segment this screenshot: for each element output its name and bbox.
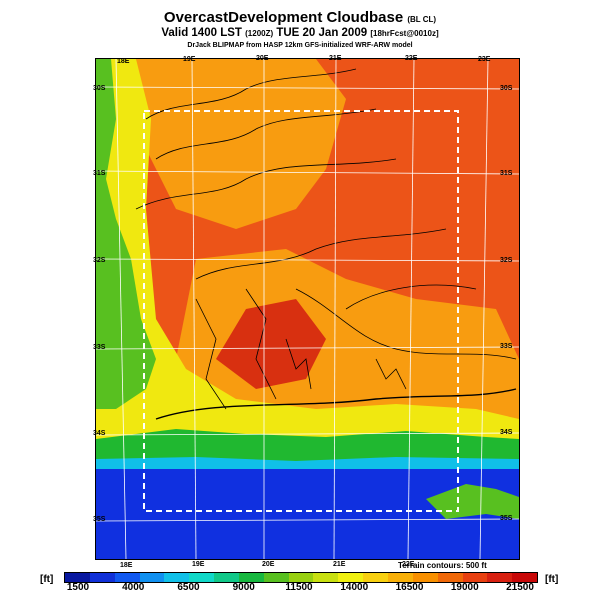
colorbar-label: 21500 (506, 582, 534, 593)
lat-left-label: 32S (93, 257, 106, 264)
meridian-line (191, 59, 197, 559)
terrain-note: Terrain contours: 500 ft (398, 561, 487, 570)
terrain-contours (135, 68, 517, 420)
lat-left-label: 31S (93, 170, 106, 177)
colorbar-swatch (238, 573, 264, 582)
lat-right-label: 34S (500, 429, 513, 436)
colorbar-swatch (363, 573, 388, 582)
colorbar-swatch (387, 573, 413, 582)
colorbar-swatch (412, 573, 438, 582)
field-orange-north (136, 59, 346, 229)
meridian-line (407, 59, 415, 559)
contour-line (345, 284, 477, 310)
lon-bottom-label: 21E (333, 561, 346, 568)
contour-line (145, 68, 357, 120)
lon-top-label: 20E (256, 55, 269, 62)
title-tag: (BL CL) (407, 15, 437, 24)
lat-right-label: 31S (500, 170, 513, 177)
colorbar-swatch (487, 573, 513, 582)
lat-right-label: 33S (500, 343, 513, 350)
colorbar-label: 16500 (395, 582, 424, 593)
colorbar-label: 14000 (340, 582, 369, 593)
colorbar-label: 9000 (232, 582, 255, 593)
contour-line (295, 288, 517, 360)
colorbar-swatch (89, 573, 115, 582)
parallel-line (96, 258, 519, 262)
colorbar-swatch (313, 573, 339, 582)
valid-date: TUE 20 Jan 2009 (276, 27, 368, 39)
lon-top-label: 21E (329, 55, 342, 62)
meridian-line (479, 59, 489, 559)
colorbar-swatch (164, 573, 190, 582)
contour-line (155, 388, 517, 420)
contour-line (195, 298, 227, 410)
cloudbase-field (96, 59, 519, 559)
colorbar-label: 1500 (66, 582, 90, 593)
colorbar-swatch (263, 573, 289, 582)
colorbar-swatch (214, 573, 239, 582)
field-yellow-band (96, 59, 519, 449)
lat-left-label: 33S (93, 344, 106, 351)
contour-line (155, 108, 377, 160)
lon-top-label: 22E (405, 55, 418, 62)
lat-left-label: 30S (93, 85, 106, 92)
parallel-line (96, 346, 519, 350)
lat-right-label: 35S (500, 515, 513, 522)
inner-domain-box (143, 110, 459, 512)
valid-time: Valid 1400 LST (161, 27, 242, 39)
colorbar-label: 4000 (122, 582, 145, 593)
forecast-tag: [18hrFcst@0010z] (370, 29, 439, 38)
colorbar-unit-left: [ft] (40, 574, 54, 585)
colorbar-swatch (114, 573, 140, 582)
contour-line (245, 288, 277, 400)
colorbar-label: 19000 (450, 582, 479, 593)
colorbar-swatch (437, 573, 463, 582)
colorbar-swatch (338, 573, 364, 582)
parallel-line (96, 518, 519, 522)
lat-left-label: 35S (93, 516, 106, 523)
valid-line: Valid 1400 LST (1200Z) TUE 20 Jan 2009 [… (0, 27, 600, 39)
contour-line (135, 158, 397, 210)
map-panel (95, 58, 520, 560)
lat-right-label: 32S (500, 257, 513, 264)
meridian-line (333, 59, 337, 559)
colorbar-swatch (189, 573, 215, 582)
colorbar-unit-right: [ft] (545, 574, 559, 585)
contour-line (375, 358, 407, 390)
colorbar-swatch (288, 573, 314, 582)
graticule (96, 59, 519, 559)
parallel-line (96, 170, 519, 175)
parallel-line (96, 432, 519, 436)
parallel-line (96, 86, 519, 90)
lon-bottom-label: 22E (402, 561, 415, 568)
lon-bottom-label: 20E (262, 561, 275, 568)
lon-top-label: 23E (478, 56, 491, 63)
colorbar-label: 11500 (285, 582, 313, 593)
model-credit: DrJack BLIPMAP from HASP 12km GFS-initia… (187, 42, 413, 49)
meridian-line (115, 59, 127, 559)
field-green-west (96, 59, 156, 409)
colorbar (64, 572, 538, 583)
lat-right-label: 30S (500, 85, 513, 92)
contour-line (195, 228, 447, 280)
lon-bottom-label: 18E (120, 562, 133, 569)
colorbar-swatch (462, 573, 488, 582)
colorbar-swatch (65, 573, 90, 582)
colorbar-label: 6500 (177, 582, 200, 593)
lon-top-label: 18E (117, 58, 130, 65)
lon-top-label: 19E (183, 56, 196, 63)
colorbar-swatch (139, 573, 165, 582)
lat-left-label: 34S (93, 430, 106, 437)
valid-code: (1200Z) (245, 29, 274, 38)
title-text: OvercastDevelopment Cloudbase (163, 9, 404, 26)
contour-line (285, 338, 312, 390)
map-title: OvercastDevelopment Cloudbase (BL CL) (0, 9, 600, 26)
lon-bottom-label: 19E (192, 561, 205, 568)
colorbar-swatch (512, 573, 538, 582)
